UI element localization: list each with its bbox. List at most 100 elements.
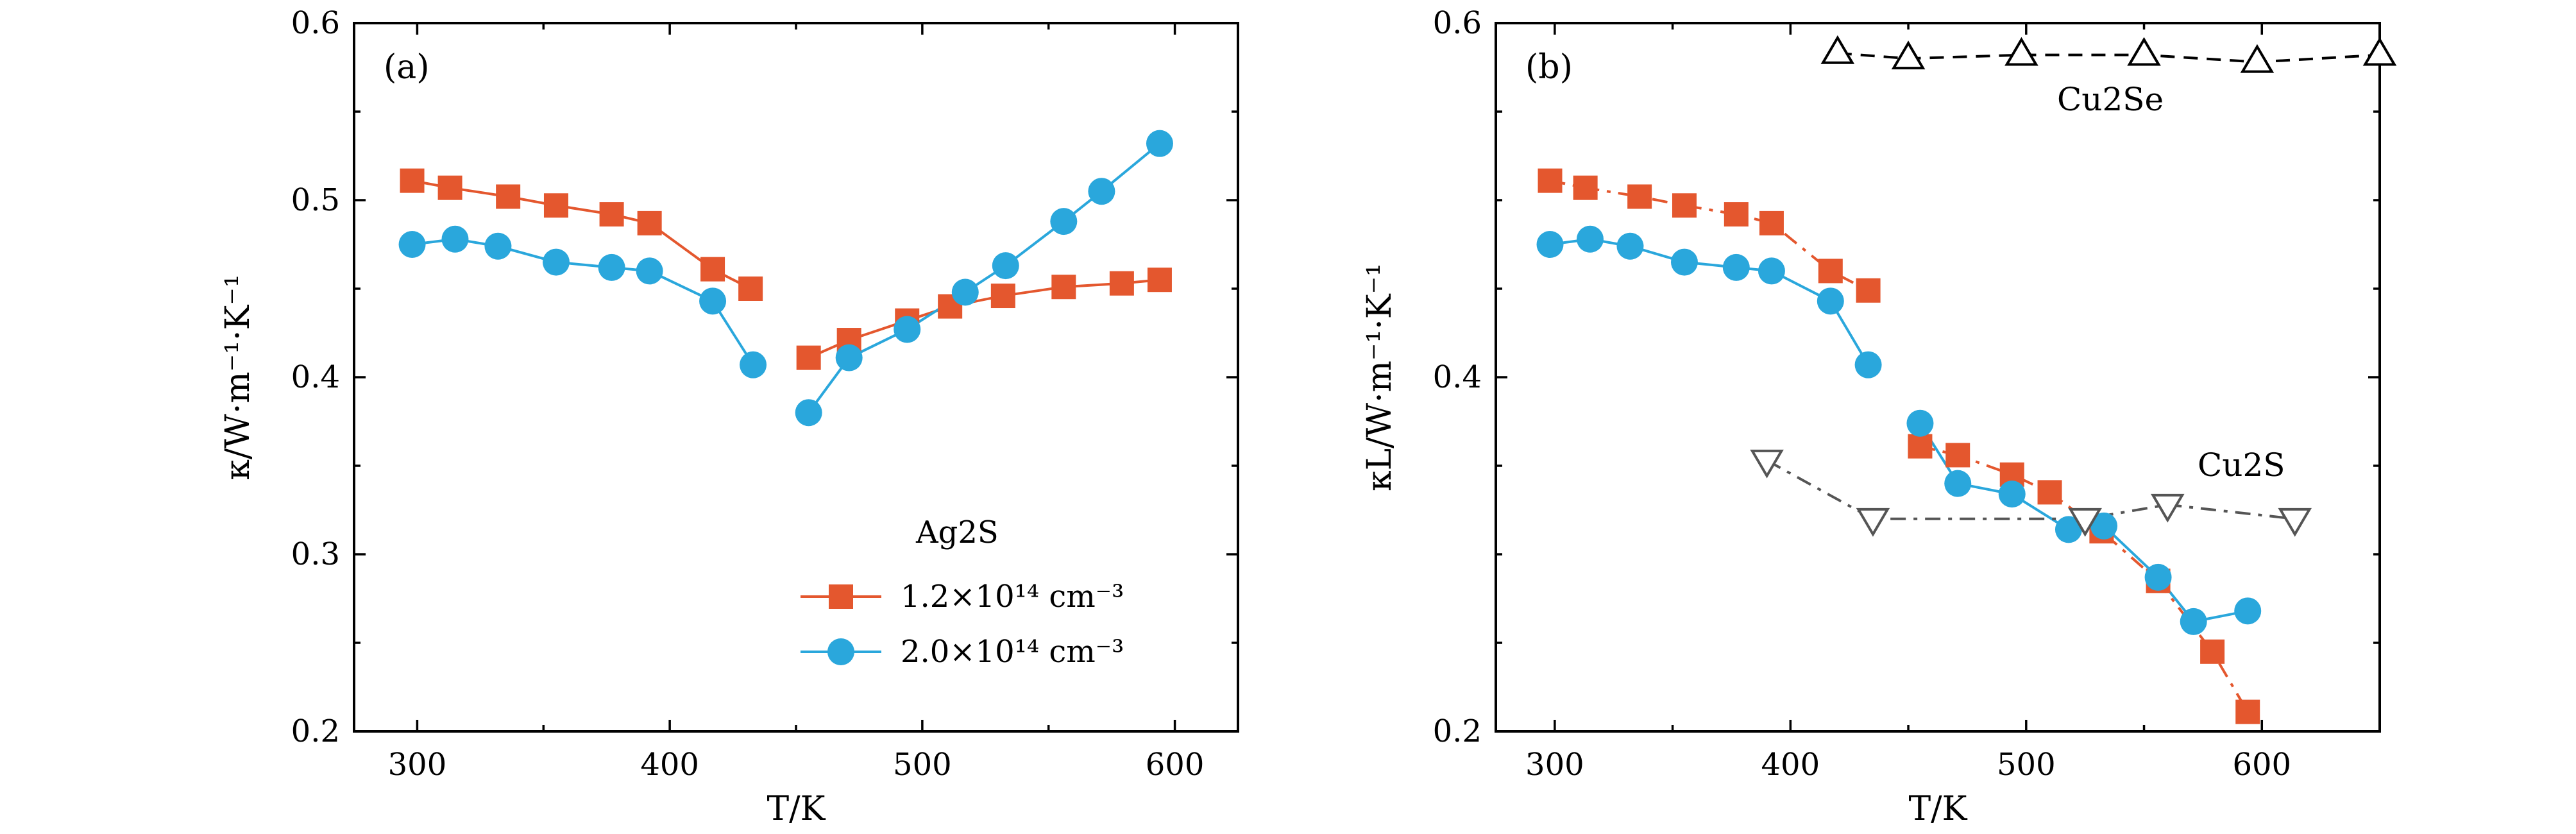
data-point-square xyxy=(599,202,624,227)
data-point-triangle-up xyxy=(2240,44,2275,73)
panel-a-legend: Ag2S 1.2×10¹⁴ cm⁻³ 2.0×10¹⁴ cm⁻³ xyxy=(801,515,1124,670)
data-point-triangle-up xyxy=(2004,37,2038,66)
data-point-circle xyxy=(1906,409,1934,437)
panel-b-x-axis-label: T/K xyxy=(1908,790,1967,828)
data-point-circle xyxy=(2234,597,2262,625)
legend-item-series-2: 2.0×10¹⁴ cm⁻³ xyxy=(801,634,1124,670)
data-point-square xyxy=(2200,639,2225,664)
legend-marker-square xyxy=(829,584,853,609)
data-point-square xyxy=(1109,271,1134,296)
data-point-circle xyxy=(398,231,426,258)
data-point-square xyxy=(1945,443,1970,468)
data-point-triangle-down xyxy=(2068,507,2102,537)
data-point-circle xyxy=(835,344,863,371)
annotation-cu2se: Cu2Se xyxy=(2057,81,2164,118)
x-tick-label: 600 xyxy=(2232,747,2291,783)
annotation-cu2s: Cu2S xyxy=(2198,447,2285,484)
data-point-circle xyxy=(636,257,663,285)
data-point-square xyxy=(1818,259,1843,284)
y-tick-label: 0.2 xyxy=(1433,713,1482,749)
panel-a-x-axis-label: T/K xyxy=(767,790,826,828)
data-point-triangle-down xyxy=(2150,493,2185,523)
data-point-circle xyxy=(2144,563,2172,591)
panel-a-y-axis-label: κ/W·m⁻¹·K⁻¹ xyxy=(219,274,257,480)
data-point-circle xyxy=(1817,287,1844,315)
data-point-triangle-up xyxy=(1891,40,1926,70)
data-point-triangle-down xyxy=(2278,507,2312,537)
panel-a-ticks: 300 400 500 600 0.2 0.3 0.4 0.5 0.6 xyxy=(291,5,1238,783)
legend-item-series-1: 1.2×10¹⁴ cm⁻³ xyxy=(801,579,1124,615)
data-point-circle xyxy=(2180,608,2207,635)
data-point-circle xyxy=(2090,512,2118,540)
panel-b: 300 400 500 600 0.2 0.4 0.6 (b) T/K κL/W·m⁻¹·K… xyxy=(1360,5,2397,828)
panel-a-tag: (a) xyxy=(384,48,430,87)
panel-a: 300 400 500 600 0.2 0.3 0.4 0.5 0.6 (a) T/K κ/W·… xyxy=(219,5,1239,828)
data-point-square xyxy=(400,168,425,193)
y-tick-label: 0.6 xyxy=(291,5,340,41)
data-point-square xyxy=(796,345,821,370)
y-tick-label: 0.6 xyxy=(1433,5,1482,41)
x-tick-label: 500 xyxy=(893,747,952,783)
data-point-triangle-up xyxy=(1820,35,1855,64)
panel-b-marks xyxy=(1536,35,2397,724)
panel-a-frame xyxy=(353,22,1239,733)
data-point-circle xyxy=(1576,225,1604,253)
data-point-circle xyxy=(1088,178,1115,205)
panel-a-lines xyxy=(412,142,1161,414)
data-point-circle xyxy=(1670,248,1698,276)
y-tick-label: 0.5 xyxy=(291,182,340,218)
data-point-circle xyxy=(1944,470,1972,497)
legend-title: Ag2S xyxy=(915,515,999,550)
data-point-square xyxy=(1627,184,1652,209)
panel-b-frame xyxy=(1495,22,2381,733)
data-point-circle xyxy=(542,248,570,276)
data-point-square xyxy=(2235,699,2260,724)
x-tick-label: 500 xyxy=(1997,747,2056,783)
panel-b-ticks: 300 400 500 600 0.2 0.4 0.6 xyxy=(1433,5,2381,783)
y-tick-label: 0.4 xyxy=(1433,359,1482,395)
data-point-circle xyxy=(699,287,727,315)
data-point-circle xyxy=(1536,231,1564,258)
data-point-circle xyxy=(795,399,822,427)
data-point-square xyxy=(738,277,763,301)
data-point-triangle-down xyxy=(1750,449,1784,479)
data-point-square xyxy=(1908,434,1933,459)
y-tick-label: 0.2 xyxy=(291,713,340,749)
data-point-square xyxy=(1672,193,1697,218)
x-tick-label: 600 xyxy=(1146,747,1205,783)
data-point-square xyxy=(2037,480,2062,505)
data-point-circle xyxy=(951,278,979,306)
data-point-circle xyxy=(2055,516,2082,543)
data-point-square xyxy=(437,175,462,200)
data-point-circle xyxy=(992,252,1019,280)
legend-label-series-2: 2.0×10¹⁴ cm⁻³ xyxy=(901,634,1124,670)
x-tick-label: 300 xyxy=(388,747,447,783)
data-point-triangle-down xyxy=(1856,507,1890,537)
data-point-square xyxy=(700,257,725,282)
series-line xyxy=(1766,459,2295,520)
data-point-square xyxy=(543,193,568,218)
x-tick-label: 400 xyxy=(1761,747,1820,783)
legend-marker-circle xyxy=(827,638,854,665)
data-point-square xyxy=(1759,210,1784,235)
data-point-circle xyxy=(1854,351,1882,379)
y-tick-label: 0.3 xyxy=(291,536,340,572)
data-point-circle xyxy=(1758,257,1785,285)
data-point-square xyxy=(990,284,1015,309)
data-point-square xyxy=(1724,202,1749,227)
data-point-circle xyxy=(484,232,512,260)
data-point-square xyxy=(1051,275,1076,300)
data-point-square xyxy=(1538,168,1563,193)
data-point-circle xyxy=(1616,232,1644,260)
data-point-square xyxy=(1573,175,1598,200)
x-tick-label: 300 xyxy=(1525,747,1584,783)
series-line xyxy=(808,278,1160,359)
legend-label-series-1: 1.2×10¹⁴ cm⁻³ xyxy=(901,579,1124,615)
series-line xyxy=(1837,51,2380,64)
x-tick-label: 400 xyxy=(640,747,699,783)
panel-b-tag: (b) xyxy=(1525,48,1573,87)
data-point-square xyxy=(496,184,521,209)
data-point-triangle-up xyxy=(2127,37,2161,66)
data-point-circle xyxy=(1050,208,1078,235)
